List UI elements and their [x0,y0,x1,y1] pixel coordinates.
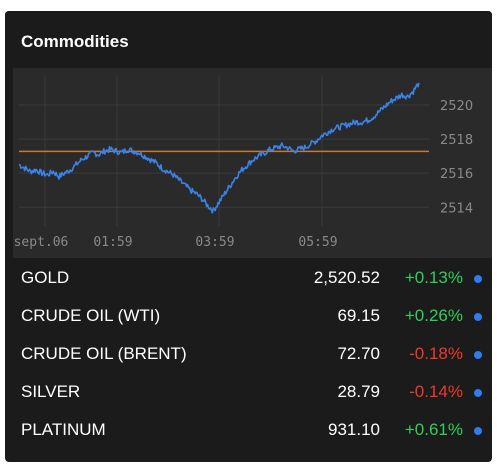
commodity-row-silver[interactable]: SILVER 28.79 -0.14% [5,372,492,410]
commodity-change: -0.18% [409,344,463,363]
x-tick-label: 05:59 [298,235,337,250]
commodity-change: +0.61% [404,420,463,439]
live-dot-icon [474,313,482,321]
x-tick-label: 03:59 [195,235,234,250]
commodity-list: GOLD 2,520.52 +0.13% CRUDE OIL (WTI) 69.… [5,258,492,448]
y-tick-label: 2518 [440,133,473,148]
commodity-price: 72.70 [337,344,380,363]
commodity-name: SILVER [21,382,81,401]
commodity-name: PLATINUM [21,420,106,439]
commodity-price: 28.79 [337,382,380,401]
y-tick-label: 2516 [440,167,473,182]
commodity-row-gold[interactable]: GOLD 2,520.52 +0.13% [5,258,492,296]
live-dot-icon [474,351,482,359]
commodity-name: GOLD [21,268,70,287]
commodity-name: CRUDE OIL (WTI) [21,306,161,325]
commodity-row-crude-oil-wti[interactable]: CRUDE OIL (WTI) 69.15 +0.26% [5,296,492,334]
live-dot-icon [474,389,482,397]
commodity-row-platinum[interactable]: PLATINUM 931.10 +0.61% [5,410,492,448]
commodity-change: +0.13% [404,268,463,287]
price-chart-svg: sept.06 01:59 03:59 05:59 2520 2518 2516 2514 [14,76,473,250]
y-tick-label: 2520 [440,99,473,114]
x-tick-label: 01:59 [93,235,132,250]
commodity-price: 69.15 [337,306,380,325]
commodity-row-crude-oil-brent[interactable]: CRUDE OIL (BRENT) 72.70 -0.18% [5,334,492,372]
widget-title: Commodities [21,32,129,51]
commodity-change: -0.14% [409,382,463,401]
live-dot-icon [474,427,482,435]
commodity-price: 2,520.52 [313,268,380,287]
price-chart[interactable]: sept.06 01:59 03:59 05:59 2520 2518 2516 2514 [13,68,492,258]
price-series-line [18,82,420,214]
commodity-price: 931.10 [328,420,380,439]
commodity-name: CRUDE OIL (BRENT) [21,344,187,363]
x-tick-label: sept.06 [14,235,69,250]
widget-header: Commodities [5,11,492,68]
commodities-widget: Commodities sept.06 01:59 03:59 05:59 2520 25… [5,11,492,462]
commodity-change: +0.26% [404,306,463,325]
live-dot-icon [474,275,482,283]
y-tick-label: 2514 [440,201,473,216]
